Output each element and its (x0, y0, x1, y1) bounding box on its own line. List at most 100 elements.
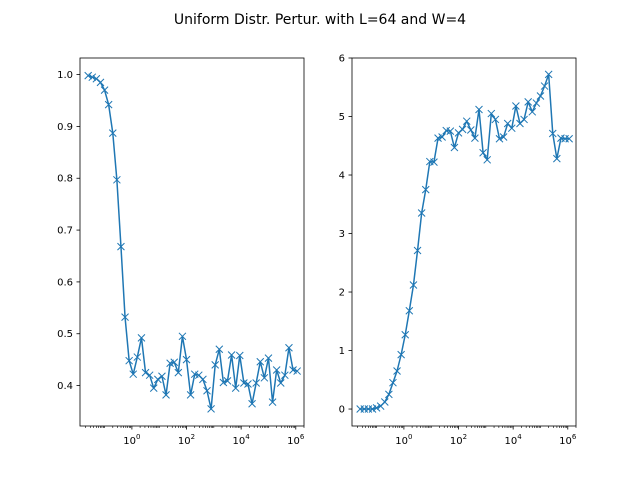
left-data-point (104, 100, 113, 109)
right-data-point (532, 99, 541, 107)
right-data-point (430, 158, 438, 166)
marker-stroke (289, 366, 297, 374)
marker-stroke (487, 109, 496, 118)
marker-stroke (507, 124, 516, 133)
marker-stroke (450, 143, 459, 152)
marker-stroke (211, 360, 220, 369)
marker-stroke (231, 384, 240, 393)
marker-stroke (129, 370, 138, 379)
marker-stroke (194, 371, 203, 380)
marker-stroke (199, 375, 207, 384)
left-data-point (280, 371, 289, 380)
right-data-point (499, 133, 508, 141)
right-y-tick-label: 1 (339, 346, 345, 357)
right-data-point (385, 390, 393, 399)
left-data-point (268, 398, 277, 407)
marker-stroke (512, 102, 520, 110)
right-x-tick-label: 100 (395, 433, 412, 447)
marker-stroke (121, 313, 129, 322)
left-x-tick-label: 102 (178, 433, 195, 447)
marker-stroke (92, 74, 101, 83)
right-plot-panel: 100 102 104 106 0 1 2 3 4 5 6 (339, 54, 577, 448)
marker-stroke (425, 157, 434, 166)
left-data-point (162, 391, 170, 399)
marker-stroke (520, 115, 528, 124)
right-x-tick-label: 104 (505, 433, 523, 447)
marker-stroke (190, 370, 199, 379)
right-data-point (466, 126, 475, 134)
marker-stroke (372, 404, 381, 412)
left-series-line (87, 74, 298, 410)
right-data-point (483, 155, 492, 164)
marker-stroke (108, 129, 117, 138)
marker-stroke (385, 390, 393, 399)
right-x-tick-label: 106 (559, 433, 577, 447)
left-plot-panel: 100 102 104 106 0.4 0.5 0.6 0.7 0.8 0.9 1.0 (57, 57, 305, 447)
left-data-point (178, 332, 187, 341)
marker-stroke (397, 350, 406, 359)
right-y-tick-label: 3 (339, 229, 345, 240)
right-y-tick-label: 4 (339, 171, 345, 182)
right-data-point (544, 70, 553, 79)
marker-stroke (207, 405, 215, 413)
marker-stroke (544, 70, 553, 79)
right-data-point (507, 124, 516, 133)
right-axes-frame (351, 57, 577, 427)
left-data-point (88, 73, 97, 82)
left-data-point (272, 366, 281, 374)
marker-stroke (158, 372, 166, 381)
marker-stroke (268, 398, 277, 407)
left-data-point (174, 368, 183, 377)
right-data-point (380, 398, 389, 406)
left-data-point (211, 360, 220, 369)
marker-stroke (479, 148, 487, 157)
right-x-tick-label: 102 (450, 433, 467, 447)
left-data-point (276, 379, 285, 387)
marker-stroke (252, 379, 261, 387)
left-axes-frame (79, 57, 305, 427)
right-data-point (471, 134, 479, 143)
marker-stroke (458, 125, 467, 134)
marker-stroke (174, 368, 183, 377)
left-data-point (252, 379, 261, 387)
left-data-point (158, 372, 166, 381)
left-data-point (125, 356, 134, 365)
left-y-tick-label: 1.0 (57, 70, 73, 81)
marker-stroke (162, 391, 170, 399)
marker-stroke (186, 391, 195, 399)
right-data-point (540, 82, 549, 90)
marker-stroke (248, 399, 256, 408)
right-data-point (438, 133, 446, 141)
marker-stroke (137, 334, 146, 342)
marker-stroke (84, 71, 93, 80)
marker-stroke (260, 373, 269, 382)
left-data-point (182, 355, 191, 364)
right-data-point (524, 98, 533, 106)
left-data-point (264, 354, 273, 362)
left-data-point (121, 313, 129, 322)
marker-stroke (117, 242, 125, 251)
left-data-point (149, 384, 158, 393)
marker-stroke (133, 353, 142, 361)
marker-stroke (503, 119, 512, 128)
left-data-point (108, 129, 117, 138)
marker-stroke (409, 281, 418, 289)
left-data-point (141, 368, 150, 377)
marker-stroke (182, 355, 191, 364)
left-data-point (223, 377, 232, 385)
left-y-tick-label: 0.8 (57, 174, 73, 185)
marker-stroke (483, 155, 492, 164)
marker-stroke (223, 377, 232, 385)
left-y-tick-label: 0.7 (57, 226, 73, 237)
right-data-point (446, 127, 455, 135)
left-x-tick-label: 106 (287, 433, 305, 447)
marker-stroke (285, 343, 293, 352)
left-data-point (215, 345, 224, 354)
marker-stroke (442, 126, 451, 135)
right-y-tick-label: 2 (339, 288, 345, 299)
left-y-tick-label: 0.5 (57, 329, 73, 340)
left-data-point (293, 367, 301, 375)
right-data-point (417, 209, 426, 217)
right-data-point (491, 115, 500, 124)
